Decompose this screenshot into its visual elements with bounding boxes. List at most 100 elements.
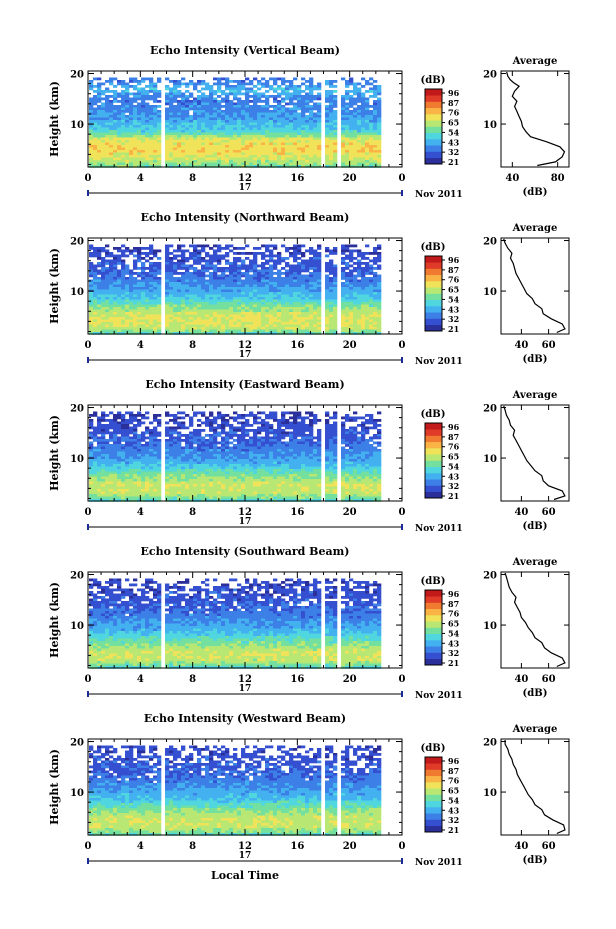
heatmap-cell [249,302,254,305]
heatmap-cell [285,269,290,273]
heatmap-cell [125,289,130,293]
heatmap-cell [93,429,98,432]
heatmap-cell [365,140,370,143]
heatmap-cell [153,287,158,290]
heatmap-cell [285,132,290,136]
heatmap-cell [197,324,202,328]
heatmap-cell [365,289,370,293]
heatmap-cell [101,307,106,310]
heatmap-cell [245,287,250,290]
heatmap-cell [125,82,130,86]
heatmap-cell [197,292,202,295]
heatmap-cell [313,297,318,300]
heatmap-cell [157,152,162,156]
heatmap-cell [277,95,282,98]
heatmap-cell [301,100,306,103]
heatmap-cell [297,284,302,288]
heatmap-cell [101,127,106,131]
heatmap-cell [197,319,202,323]
heatmap-cell [361,272,366,275]
heatmap-cell [377,329,382,333]
heatmap-cell [357,110,362,113]
heatmap-cell [193,294,198,298]
heatmap-cell [349,329,354,333]
heatmap-cell [341,252,346,255]
heatmap-cell [97,297,102,300]
heatmap-cell [109,262,114,265]
heatmap-cell [189,127,194,131]
heatmap-cell [93,97,98,101]
heatmap-cell [89,471,94,475]
heatmap-cell [165,277,170,280]
heatmap-cell [101,434,106,437]
panel-title: Echo Intensity (Eastward Beam) [145,378,344,391]
heatmap-cell [301,244,306,248]
heatmap-cell [109,307,114,310]
heatmap-cell [145,247,150,250]
heatmap-cell [173,160,178,163]
heatmap-cell [329,312,334,315]
heatmap-cell [329,249,334,253]
heatmap-cell [253,257,258,260]
heatmap-cell [153,135,158,138]
heatmap-cell [197,329,202,333]
heatmap-cell [209,160,214,163]
heatmap-cell [301,120,306,123]
heatmap-cell [309,279,314,283]
heatmap-cell [141,267,146,270]
heatmap-cell [89,85,94,88]
heatmap-cell [365,110,370,113]
heatmap-cell [317,87,322,91]
heatmap-cell [141,252,146,255]
heatmap-cell [189,147,194,151]
heatmap-cell [249,284,254,288]
heatmap-cell [181,332,186,335]
heatmap-cell [345,247,350,250]
heatmap-cell [333,332,338,335]
heatmap-cell [121,162,126,166]
heatmap-cell [349,82,354,86]
heatmap-cell [317,317,322,320]
heatmap-cell [229,309,234,313]
heatmap-cell [205,267,210,270]
heatmap-cell [181,100,186,103]
heatmap-cell [365,257,370,260]
heatmap-cell [269,322,274,325]
heatmap-cell [105,254,110,258]
heatmap-cell [373,312,378,315]
heatmap-cell [265,95,270,98]
heatmap-cell [377,259,382,263]
heatmap-cell [185,107,190,111]
heatmap-cell [89,479,94,482]
heatmap-cell [257,312,262,315]
heatmap-cell [113,279,118,283]
heatmap-cell [369,140,374,143]
heatmap-cell [269,112,274,116]
heatmap-cell [237,127,242,131]
heatmap-cell [273,259,278,263]
heatmap-cell [365,284,370,288]
heatmap-cell [349,147,354,151]
heatmap-cell [117,152,122,156]
heatmap-cell [245,279,250,283]
heatmap-cell [225,269,230,273]
heatmap-cell [89,491,94,495]
heatmap-cell [257,247,262,250]
heatmap-cell [209,307,214,310]
heatmap-cell [121,284,126,288]
heatmap-cell [281,87,286,91]
heatmap-cell [317,142,322,146]
heatmap-cell [145,332,150,335]
heatmap-cell [241,262,246,265]
heatmap-cell [285,314,290,318]
heatmap-cell [101,411,106,415]
heatmap-cell [133,92,138,96]
heatmap-cell [361,140,366,143]
heatmap-cell [309,294,314,298]
heatmap-cell [197,312,202,315]
heatmap-cell [297,100,302,103]
heatmap-cell [285,324,290,328]
heatmap-cell [145,294,150,298]
heatmap-cell [229,105,234,108]
heatmap-cell [273,329,278,333]
